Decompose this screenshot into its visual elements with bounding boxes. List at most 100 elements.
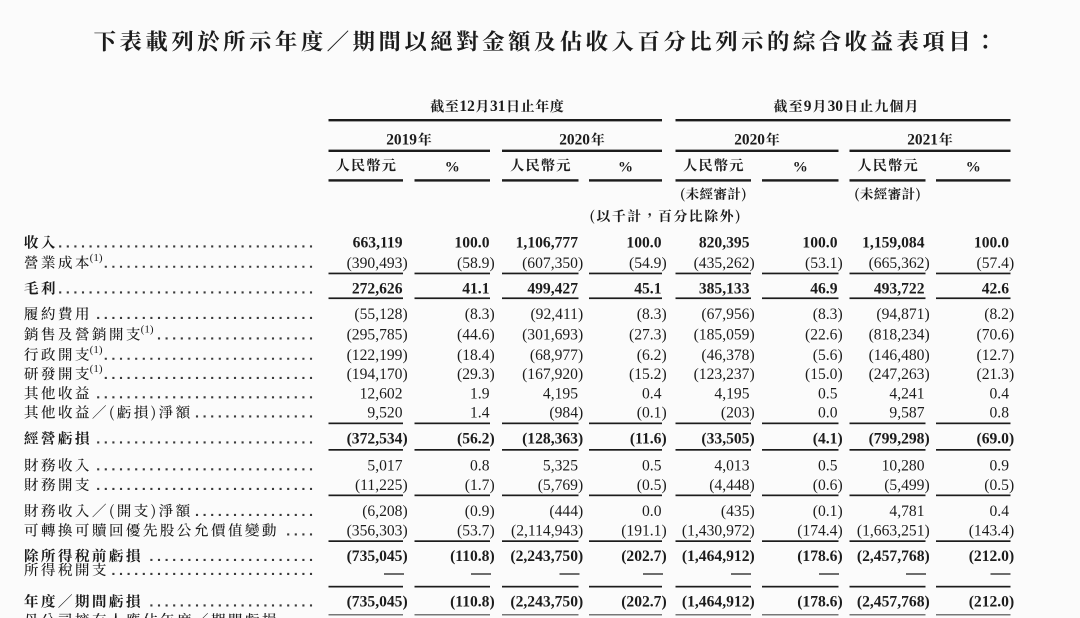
svg-text:385,133: 385,133 [699, 281, 750, 298]
svg-text:(372,534): (372,534) [347, 431, 408, 448]
svg-text:5,325: 5,325 [543, 457, 578, 474]
svg-text:4,195: 4,195 [714, 385, 749, 402]
svg-text:(202.7): (202.7) [621, 594, 666, 611]
svg-text:(67,956): (67,956) [701, 306, 754, 323]
svg-text:0.8: 0.8 [470, 457, 490, 474]
svg-text:(0.5): (0.5) [984, 477, 1014, 494]
svg-text:(735,045): (735,045) [347, 548, 408, 565]
svg-text:2019: 2019 [386, 132, 417, 149]
svg-text:46.9: 46.9 [810, 281, 837, 298]
svg-text:(11,225): (11,225) [355, 477, 408, 494]
svg-text:(57.4): (57.4) [977, 255, 1015, 272]
svg-text:(56.2): (56.2) [457, 431, 495, 448]
svg-text:(0.1): (0.1) [637, 405, 667, 422]
svg-text:(55,128): (55,128) [354, 306, 407, 323]
svg-text:(110.8): (110.8) [450, 548, 495, 565]
svg-text:31: 31 [490, 98, 505, 115]
svg-text:(818,234): (818,234) [869, 327, 930, 344]
svg-text:1.9: 1.9 [470, 385, 490, 402]
svg-text:12: 12 [459, 98, 475, 115]
svg-text:4,781: 4,781 [889, 503, 924, 520]
svg-text:0.5: 0.5 [818, 457, 838, 474]
svg-text:(8.3): (8.3) [813, 306, 843, 323]
svg-text:(68,977): (68,977) [530, 347, 583, 364]
svg-text:2020: 2020 [559, 132, 590, 149]
svg-text:820,395: 820,395 [699, 235, 750, 252]
svg-text:(174.4): (174.4) [797, 523, 842, 540]
svg-text:100.0: 100.0 [454, 235, 489, 252]
svg-text:(122,199): (122,199) [347, 347, 408, 364]
svg-text:(984): (984) [549, 405, 583, 422]
svg-text:(6.2): (6.2) [637, 347, 667, 364]
svg-text:(128,363): (128,363) [522, 431, 583, 448]
svg-text:(18.4): (18.4) [457, 347, 495, 364]
svg-text:(0.6): (0.6) [813, 477, 843, 494]
svg-text:(301,693): (301,693) [522, 327, 583, 344]
svg-text:%: % [618, 159, 633, 175]
svg-text:4,195: 4,195 [543, 385, 578, 402]
svg-text:(191.1): (191.1) [621, 523, 666, 540]
svg-text:(4.1): (4.1) [813, 431, 843, 448]
svg-text:9: 9 [804, 98, 812, 115]
svg-text:9,587: 9,587 [889, 405, 924, 422]
svg-text:100.0: 100.0 [626, 235, 661, 252]
svg-text:(444): (444) [549, 503, 583, 520]
svg-text:41.1: 41.1 [462, 281, 489, 298]
svg-text:(2,243,750): (2,243,750) [510, 548, 583, 565]
svg-text:(1,464,912): (1,464,912) [682, 548, 755, 565]
svg-text:(202.7): (202.7) [621, 548, 666, 565]
svg-text:(185,059): (185,059) [694, 327, 755, 344]
svg-text:(735,045): (735,045) [347, 594, 408, 611]
svg-text:(212.0): (212.0) [969, 548, 1014, 565]
svg-text:%: % [793, 159, 808, 175]
svg-text:(1): (1) [90, 252, 103, 264]
svg-text:(435,262): (435,262) [694, 255, 755, 272]
svg-text:5,017: 5,017 [367, 457, 402, 474]
svg-text:(203): (203) [721, 405, 755, 422]
svg-text:(58.9): (58.9) [457, 255, 495, 272]
svg-text:4,013: 4,013 [714, 457, 749, 474]
svg-text:42.6: 42.6 [982, 281, 1009, 298]
svg-text:493,722: 493,722 [874, 281, 925, 298]
svg-text:(2,457,768): (2,457,768) [857, 548, 930, 565]
svg-text:100.0: 100.0 [802, 235, 837, 252]
svg-text:(53.1): (53.1) [805, 255, 843, 272]
svg-text:(1,464,912): (1,464,912) [682, 594, 755, 611]
svg-text:%: % [966, 159, 981, 175]
svg-text:499,427: 499,427 [527, 281, 578, 298]
svg-text:(1,663,251): (1,663,251) [857, 523, 930, 540]
svg-text:(44.6): (44.6) [457, 327, 495, 344]
svg-text:(22.6): (22.6) [805, 327, 843, 344]
svg-text:(110.8): (110.8) [450, 594, 495, 611]
svg-text:4,241: 4,241 [889, 385, 924, 402]
svg-text:(5.6): (5.6) [813, 347, 843, 364]
svg-text:0.8: 0.8 [990, 405, 1010, 422]
svg-text:(5,769): (5,769) [538, 477, 583, 494]
svg-text:9,520: 9,520 [367, 405, 402, 422]
svg-text:(8.2): (8.2) [984, 306, 1014, 323]
svg-text:0.0: 0.0 [642, 503, 662, 520]
svg-text:(1.7): (1.7) [465, 477, 495, 494]
svg-text:(146,480): (146,480) [869, 347, 930, 364]
svg-text:%: % [445, 159, 460, 175]
svg-text:2020: 2020 [734, 132, 765, 149]
svg-text:(53.7): (53.7) [457, 523, 495, 540]
svg-text:(665,362): (665,362) [869, 255, 930, 272]
svg-text:(0.9): (0.9) [465, 503, 495, 520]
svg-text:(8.3): (8.3) [465, 306, 495, 323]
svg-text:(143.4): (143.4) [969, 523, 1014, 540]
svg-text:0.5: 0.5 [818, 385, 838, 402]
svg-text:272,626: 272,626 [352, 281, 403, 298]
svg-text:(27.3): (27.3) [629, 327, 667, 344]
svg-text:(92,411): (92,411) [530, 306, 583, 323]
svg-text:(194,170): (194,170) [347, 366, 408, 383]
svg-text:(12.7): (12.7) [977, 347, 1015, 364]
svg-text:(167,920): (167,920) [522, 366, 583, 383]
svg-text:(4,448): (4,448) [709, 477, 754, 494]
svg-text:0.5: 0.5 [642, 457, 662, 474]
svg-text:(295,785): (295,785) [347, 327, 408, 344]
svg-text:(69.0): (69.0) [977, 431, 1015, 448]
svg-text:(29.3): (29.3) [457, 366, 495, 383]
svg-text:(123,237): (123,237) [694, 366, 755, 383]
svg-text:(2,114,943): (2,114,943) [511, 523, 583, 540]
